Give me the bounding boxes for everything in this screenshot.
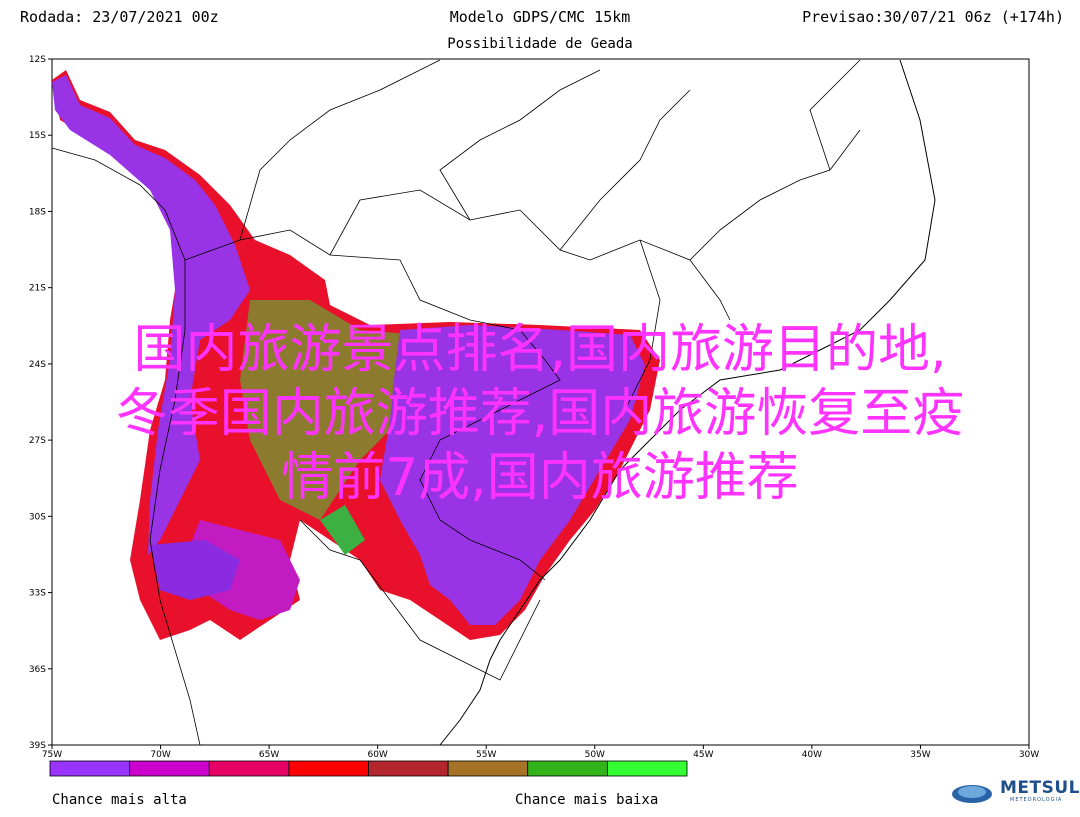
legend-swatch [606,760,688,777]
legend-swatch [208,760,290,777]
map-title: Possibilidade de Geada [447,36,633,52]
forecast-time-label: Previsao:30/07/21 06z (+174h) [802,8,1064,26]
lat-tick-label: 30S [29,512,46,522]
legend-swatch [49,760,131,777]
overlay-line-1: 国内旅游景点排名,国内旅游目的地, [133,320,947,380]
frost-region-purple-east [380,325,645,625]
lon-tick-label: 60W [367,750,387,760]
lon-tick-label: 35W [910,750,930,760]
model-label: Modelo GDPS/CMC 15km [449,8,631,26]
lon-tick-label: 75W [42,750,62,760]
lon-tick-label: 50W [585,750,605,760]
lon-tick-label: 65W [259,750,279,760]
lat-tick-label: 21S [29,284,46,294]
lon-tick-label: 40W [802,750,822,760]
lon-tick-label: 30W [1019,750,1039,760]
lat-tick-label: 18S [29,207,46,217]
overlay-text: 国内旅游景点排名,国内旅游目的地, 冬季国内旅游推荐,国内旅游恢复至疫 情前7成… [0,318,1080,510]
metsul-logo-icon [952,785,992,803]
lat-tick-label: 12S [29,55,46,65]
coastline [439,59,936,746]
logo-subtext: METEOROLOGIA [1010,797,1063,803]
frost-region-purple [52,75,250,555]
lon-tick-label: 45W [693,750,713,760]
lat-ticks: 12S 15S 18S 21S 24S 27S 30S 33S 36S 39S [29,55,52,751]
overlay-line-3: 情前7成,国内旅游推荐 [281,448,799,508]
lat-tick-label: 24S [29,360,46,370]
run-time-label: Rodada: 23/07/2021 00z [20,8,219,26]
frost-region-green [320,505,365,555]
lon-ticks: 75W 70W 65W 60W 55W 50W 45W 40W 35W 30W [42,745,1039,760]
frost-shading [52,70,660,640]
legend-bar [49,760,688,777]
legend-swatch [527,760,608,777]
logo-text: METSUL [1000,778,1080,798]
frost-region-olive [240,300,430,520]
frost-region-purple-south [150,540,240,600]
lon-tick-label: 70W [150,750,170,760]
lat-tick-label: 36S [29,665,46,675]
legend-swatch [368,760,449,777]
legend-swatch [129,760,210,777]
legend-swatch [447,760,529,777]
legend-label-high: Chance mais alta [52,792,187,808]
lat-tick-label: 15S [29,131,46,141]
legend-label-low: Chance mais baixa [515,792,659,808]
borders [51,59,861,746]
overlay-line-2: 冬季国内旅游推荐,国内旅游恢复至疫 [115,384,965,444]
lat-tick-label: 33S [29,589,46,599]
legend-swatch [288,760,369,777]
lat-tick-label: 27S [29,436,46,446]
lon-tick-label: 55W [476,750,496,760]
lat-tick-label: 39S [29,741,46,751]
